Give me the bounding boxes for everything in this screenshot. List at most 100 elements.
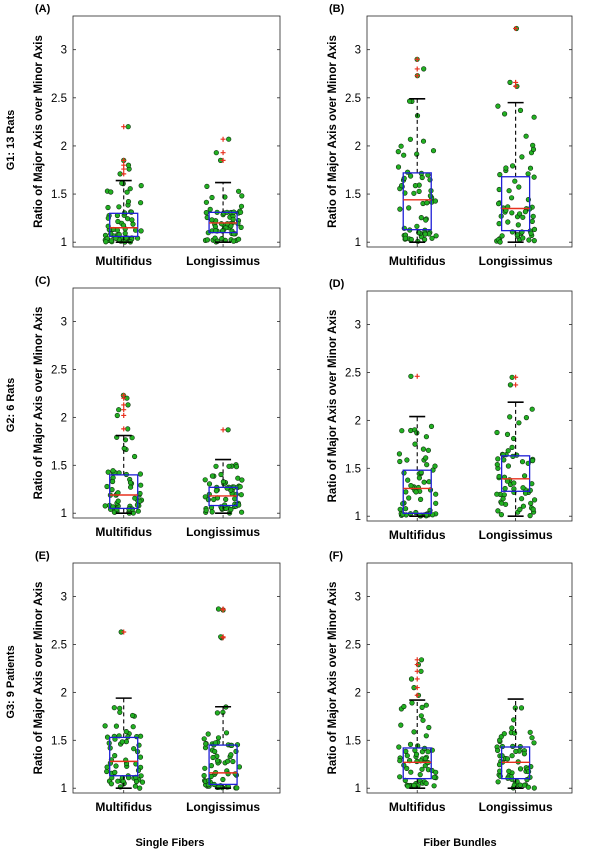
data-point <box>205 497 211 503</box>
data-point <box>104 764 110 770</box>
data-point <box>414 223 420 229</box>
data-point <box>426 724 432 731</box>
data-point <box>517 506 523 513</box>
data-point <box>398 722 404 728</box>
outlier-marker <box>121 124 127 130</box>
y-tick-label: 1 <box>61 783 67 795</box>
data-point <box>205 731 211 737</box>
data-point <box>238 209 244 215</box>
y-tick-label: 1 <box>61 508 67 520</box>
data-point <box>432 463 438 469</box>
outlier-marker <box>414 657 420 663</box>
row-label-g3: G3: 9 Patients <box>5 645 17 718</box>
data-point <box>430 148 437 154</box>
data-point <box>523 415 530 421</box>
data-point <box>408 769 414 775</box>
data-point <box>397 774 403 780</box>
data-point <box>527 165 534 171</box>
outlier-marker <box>121 392 127 398</box>
data-point <box>203 507 209 513</box>
data-point <box>531 785 537 791</box>
data-point <box>213 463 219 469</box>
data-point <box>202 765 208 771</box>
data-point <box>206 481 213 487</box>
data-point <box>223 730 230 736</box>
plot-area <box>366 290 573 522</box>
y-tick-label: 2 <box>61 412 67 424</box>
data-point <box>237 484 243 490</box>
data-point <box>411 190 417 196</box>
data-point <box>201 772 207 779</box>
outlier-marker <box>414 73 420 79</box>
y-tick-label: 1.5 <box>51 189 67 201</box>
data-point <box>397 506 403 512</box>
data-point <box>421 66 427 72</box>
data-point <box>522 209 529 215</box>
y-tick-label: 2 <box>355 415 361 427</box>
data-point <box>398 143 404 149</box>
x-tick-label: Longissimus <box>479 528 553 542</box>
data-point <box>531 497 538 503</box>
y-tick-label: 2.5 <box>51 364 67 376</box>
data-point <box>211 496 217 503</box>
x-tick-label: Multifidus <box>389 528 446 542</box>
iqr-box <box>402 469 432 514</box>
row-label-g2: G2: 6 Rats <box>5 378 17 432</box>
data-point <box>498 511 505 518</box>
y-tick-label: 3 <box>61 592 67 604</box>
x-tick-label: Multifidus <box>95 254 152 268</box>
data-point <box>129 217 135 223</box>
data-point <box>137 754 144 760</box>
y-tick-label: 3 <box>355 45 361 57</box>
data-point <box>414 758 420 765</box>
data-point <box>132 453 138 460</box>
iqr-box <box>500 176 531 232</box>
data-point <box>408 676 415 682</box>
data-point <box>499 233 505 239</box>
data-point <box>500 496 506 502</box>
data-point <box>420 446 427 452</box>
data-point <box>423 455 429 461</box>
box-multifidus: Multifidus <box>95 629 152 814</box>
data-point <box>124 216 131 222</box>
data-point <box>505 219 511 225</box>
data-point <box>218 221 224 227</box>
data-point <box>105 469 111 475</box>
data-point <box>515 222 521 228</box>
y-tick-label: 1 <box>61 237 67 249</box>
box-multifidus: Multifidus <box>95 124 152 268</box>
outlier-marker <box>121 171 127 177</box>
panel-letter: (E) <box>35 550 50 562</box>
data-point <box>234 785 240 791</box>
data-point <box>528 500 534 506</box>
data-point <box>496 186 502 193</box>
chart-panel: (F) Ratio of Major Axis over Minor Axis 1 1… <box>327 550 573 814</box>
data-point <box>529 735 535 741</box>
data-point <box>507 382 514 388</box>
data-point <box>418 496 424 503</box>
x-tick-label: Multifidus <box>95 525 152 539</box>
data-point <box>138 183 144 189</box>
panel-letter: (B) <box>329 3 345 15</box>
data-point <box>209 217 215 223</box>
data-point <box>416 188 422 194</box>
data-point <box>138 228 144 234</box>
y-tick-label: 3 <box>61 317 67 329</box>
y-tick-label: 2.5 <box>345 639 361 651</box>
data-point <box>139 779 146 785</box>
y-tick-label: 2 <box>61 141 67 153</box>
outlier-marker <box>121 402 127 408</box>
data-point <box>427 193 434 199</box>
data-point <box>225 758 231 764</box>
data-point <box>433 500 439 506</box>
data-point <box>527 487 533 494</box>
chart-panel: (B) Ratio of Major Axis over Minor Axis 1 1… <box>327 3 573 268</box>
data-point <box>424 462 430 468</box>
plot-area <box>366 562 573 794</box>
data-point <box>130 221 136 227</box>
data-point <box>104 768 110 775</box>
y-axis-label: Ratio of Major Axis over Minor Axis <box>33 307 45 500</box>
data-point <box>495 456 501 462</box>
plot-area <box>72 15 281 248</box>
data-point <box>213 488 219 494</box>
